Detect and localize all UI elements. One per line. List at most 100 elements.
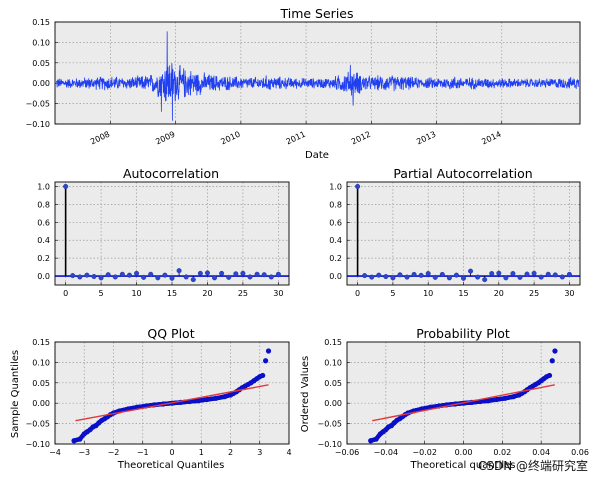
prob-ytick-label: 0.00 — [324, 399, 342, 408]
acf-point — [226, 274, 232, 280]
ts-xtick-label: 2014 — [480, 130, 502, 147]
prob-point — [368, 438, 374, 444]
qq-xtick-label: 1 — [199, 448, 204, 457]
ts-ytick-label: −0.05 — [25, 100, 50, 109]
pacf-ytick-label: 0.6 — [329, 218, 342, 227]
prob-xlabel: Theoretical quantiles — [409, 460, 515, 471]
acf-point — [275, 271, 281, 277]
qq-point — [265, 348, 272, 354]
pacf-xtick-label: 10 — [423, 289, 433, 298]
prob-ytick-label: 0.15 — [324, 338, 342, 347]
prob-xtick-label: 0.04 — [532, 448, 550, 457]
pacf-point — [362, 273, 368, 279]
prob-ytick-label: 0.10 — [324, 358, 342, 367]
ts-xtick-label: 2010 — [219, 130, 241, 147]
acf-plot-area — [55, 182, 289, 285]
pacf-point — [425, 271, 431, 277]
acf-point — [119, 271, 125, 277]
acf-point — [212, 275, 218, 281]
acf-point — [105, 272, 111, 278]
acf-point — [190, 277, 196, 283]
acf-point — [233, 271, 239, 277]
acf-ytick-label: 0.4 — [37, 236, 50, 245]
pacf-point — [524, 271, 530, 277]
qq-point — [222, 394, 228, 400]
acf-point — [77, 274, 83, 280]
prob-ytick-label: 0.05 — [324, 379, 342, 388]
ts-plot-area — [55, 22, 580, 124]
acf-point — [98, 275, 104, 281]
qq-xtick-label: −1 — [137, 448, 149, 457]
qq-xtick-label: 4 — [286, 448, 291, 457]
ts-xtick-label: 2009 — [154, 130, 176, 147]
pacf-point — [355, 183, 361, 189]
acf-point — [261, 272, 267, 278]
prob-point — [552, 348, 558, 354]
qq-xtick-label: 0 — [169, 448, 174, 457]
acf-ytick-label: 0.8 — [37, 200, 50, 209]
pacf-xtick-label: 25 — [529, 289, 539, 298]
pacf-point — [411, 271, 417, 277]
acf-point — [268, 274, 274, 280]
prob-point — [546, 372, 553, 379]
qq-panel: QQ Plot Theoretical Quantiles Sample Qua… — [10, 326, 292, 471]
acf-frame — [54, 181, 290, 286]
qq-title: QQ Plot — [147, 326, 194, 341]
prob-ylabel: Ordered Values — [300, 356, 311, 433]
pacf-point — [461, 275, 467, 281]
qq-point — [71, 438, 77, 444]
pacf-xtick-label: 30 — [564, 289, 574, 298]
qq-point — [213, 395, 219, 401]
acf-point — [134, 270, 140, 276]
pacf-ytick-label: 0.0 — [329, 272, 342, 281]
pacf-point — [503, 275, 509, 281]
pacf-point — [559, 274, 565, 280]
pacf-ytick-label: 0.8 — [329, 200, 342, 209]
pacf-title: Partial Autocorrelation — [393, 166, 532, 181]
acf-ytick-label: 0.6 — [37, 218, 50, 227]
qq-point — [260, 372, 266, 379]
qq-xtick-label: −3 — [78, 448, 90, 457]
pacf-point — [383, 274, 389, 280]
pacf-point — [468, 268, 474, 274]
pacf-xtick-label: 15 — [458, 289, 468, 298]
qq-point — [204, 396, 210, 403]
pacf-point — [418, 272, 424, 278]
pacf-xtick-label: 0 — [355, 289, 360, 298]
pacf-point — [453, 272, 459, 278]
ts-ytick-label: 0.15 — [32, 18, 50, 27]
time-series-panel: Time Series Date −0.10 −0.05 0.00 0.05 0.10 0… — [25, 6, 581, 161]
qq-xtick-label: −4 — [49, 448, 61, 457]
acf-point — [148, 271, 154, 277]
qq-ytick-label: 0.00 — [32, 399, 50, 408]
prob-xtick-label: 0.00 — [455, 448, 473, 457]
pacf-point — [552, 272, 558, 278]
acf-panel: Autocorrelation 0.0 0.2 0.4 0.6 0.8 1.0 0 5 10 15… — [37, 166, 290, 298]
acf-point — [141, 274, 147, 280]
pacf-point — [404, 274, 410, 280]
watermark-text: CSDN @终端研究室 — [478, 458, 588, 473]
pacf-point — [566, 271, 572, 277]
acf-xtick-label: 25 — [238, 289, 248, 298]
prob-xtick-label: −0.06 — [335, 448, 360, 457]
prob-point — [494, 396, 500, 403]
pacf-point — [482, 277, 488, 283]
qq-ytick-label: 0.15 — [32, 338, 50, 347]
acf-point — [126, 272, 132, 278]
acf-xtick-label: 5 — [99, 289, 104, 298]
prob-reference-line — [372, 384, 555, 422]
prob-ytick-label: −0.10 — [317, 440, 342, 449]
acf-xtick-label: 20 — [202, 289, 212, 298]
pacf-ytick-label: 0.2 — [329, 254, 342, 263]
pacf-point — [432, 274, 438, 280]
ts-ytick-label: 0.00 — [32, 79, 50, 88]
qq-reference-line — [75, 384, 269, 422]
qq-xlabel: Theoretical Quantiles — [117, 460, 225, 471]
ts-xtick-label: 2011 — [285, 130, 307, 147]
acf-xtick-label: 0 — [63, 289, 68, 298]
acf-point — [240, 270, 246, 276]
pacf-point — [439, 271, 445, 277]
pacf-point — [397, 272, 403, 278]
qq-xtick-label: 3 — [257, 448, 262, 457]
